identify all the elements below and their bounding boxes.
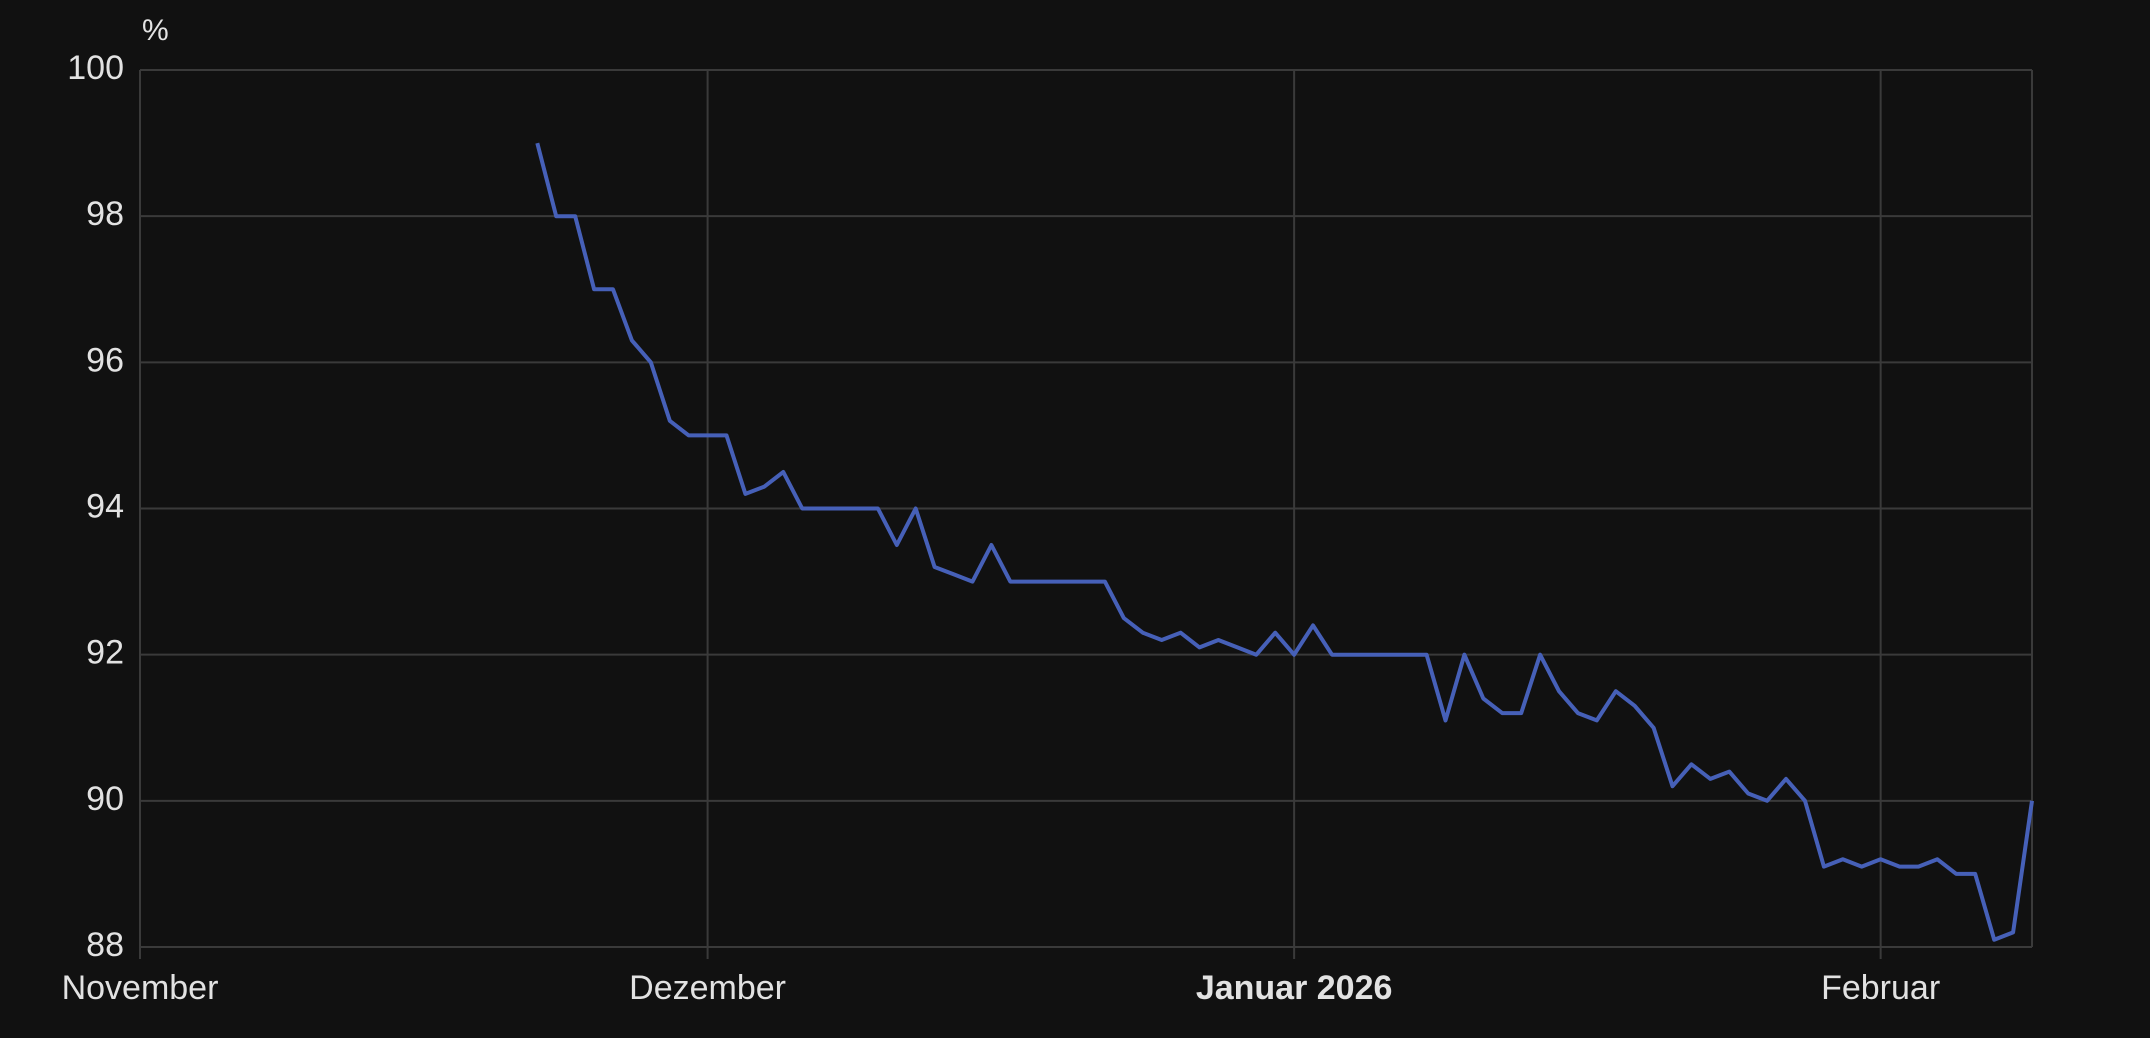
x-tick-label: Januar 2026 xyxy=(1196,969,1393,1007)
y-tick-label: 92 xyxy=(86,634,124,672)
y-tick-label: 88 xyxy=(86,926,124,964)
y-unit: % xyxy=(142,14,169,47)
y-tick-label: 96 xyxy=(86,341,124,379)
y-tick-label: 98 xyxy=(86,195,124,233)
y-tick-label: 94 xyxy=(86,487,124,525)
x-tick-label: Februar xyxy=(1821,969,1940,1007)
y-tick-label: 90 xyxy=(86,780,124,818)
x-tick-label: Dezember xyxy=(629,969,786,1007)
series-line xyxy=(535,142,2034,942)
x-tick-label: November xyxy=(62,969,219,1007)
y-tick-label: 100 xyxy=(67,49,124,87)
